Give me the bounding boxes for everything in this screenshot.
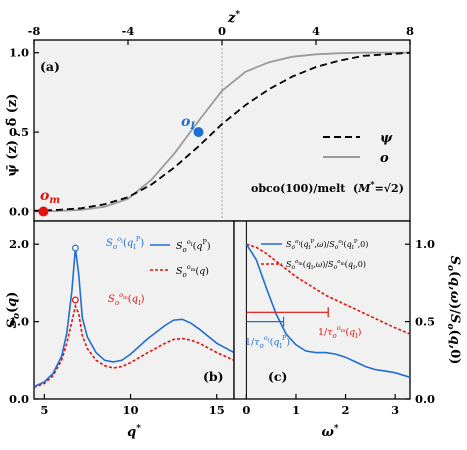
panel-a-legend: ψ o xyxy=(323,131,393,166)
tau-label-oI: 1/τooI(qIP) xyxy=(245,334,290,350)
y-tick-label: 0.0 xyxy=(9,204,29,218)
series-o-line xyxy=(33,51,410,213)
series-om-line xyxy=(33,303,235,389)
marker-point xyxy=(38,206,49,217)
legend-label-c-dotted: Soom(qI,ω)/Soom(qI,0) xyxy=(286,259,366,271)
top-tick-label: -4 xyxy=(122,24,135,38)
panel-c-background xyxy=(233,220,411,400)
panel-b-plot: 5 10 15 0.0 1.0 2.0 xyxy=(9,237,235,417)
x-tick-label: 0 xyxy=(242,403,250,417)
panel-c-legend: SooI(qIP,ω)/SooI(qIP,0) Soom(qI,ω)/Soom(… xyxy=(261,239,368,271)
series-oI-line xyxy=(33,248,235,388)
x-tick-label: 5 xyxy=(40,403,48,417)
peak-label-oI: SooI(qIP) xyxy=(106,235,144,251)
panel-a-annotation: obco(100)/melt (M*=√2) xyxy=(251,179,404,195)
marker-point xyxy=(193,127,204,138)
panel-b-xlabel: q* xyxy=(127,424,141,440)
peak-label-om: Soom(qI) xyxy=(108,291,145,307)
x-tick-label: 15 xyxy=(209,403,225,417)
series-psi-line xyxy=(33,51,411,212)
panel-c-xlabel: ω* xyxy=(321,424,338,440)
panel-c-plot: 0 1 2 3 0.0 0.5 1.0 xyxy=(242,221,435,417)
top-tick-label: 8 xyxy=(406,24,414,38)
legend-label-psi: ψ xyxy=(380,131,393,146)
tau-label-om: 1/τoom(qI) xyxy=(318,324,362,340)
series-c-oI-line xyxy=(245,243,411,379)
panel-a-ylabel: ψ̄ (z) , δ̃ (z) xyxy=(5,94,20,177)
panel-c-label: (c) xyxy=(268,369,287,384)
y-tick-label: 0.0 xyxy=(9,392,29,406)
panel-b: 5 10 15 0.0 1.0 2.0 (b) So(q) q* SooI(qP) Soo… xyxy=(5,220,235,440)
y-tick-label: 1.0 xyxy=(9,46,29,60)
series-c-om-line xyxy=(246,243,411,335)
x-tick-label: 3 xyxy=(391,403,399,417)
y-tick-label: 0.5 xyxy=(9,125,29,139)
y-tick-label: 0.0 xyxy=(415,392,435,406)
y-tick-label: 2.0 xyxy=(9,237,29,251)
legend-label-o: o xyxy=(380,151,389,166)
panel-a: -8 -4 0 4 8 0.0 0.5 1.0 (a) obco(100)/melt (M*=… xyxy=(5,10,414,222)
panel-c: 0 1 2 3 0.0 0.5 1.0 (c) So(q,ω)/So(q,0) ω* Soo… xyxy=(233,220,462,440)
top-axis-label: z* xyxy=(227,10,240,26)
panel-a-plot: -8 -4 0 4 8 0.0 0.5 1.0 xyxy=(9,24,414,221)
y-tick-label: 1.0 xyxy=(415,237,435,251)
peak-marker-om xyxy=(71,296,79,304)
y-tick-label: 1.0 xyxy=(9,315,29,329)
x-tick-label: 10 xyxy=(123,403,139,417)
x-tick-label: 2 xyxy=(342,403,350,417)
panel-c-ylabel: So(q,ω)/So(q,0) xyxy=(445,256,462,365)
y-tick-label: 0.5 xyxy=(415,315,435,329)
legend-label-b-solid: SooI(qP) xyxy=(176,238,211,254)
top-tick-label: -8 xyxy=(28,24,41,38)
panel-b-ylabel: So(q) xyxy=(5,292,22,329)
top-tick-label: 4 xyxy=(312,24,320,38)
panel-a-label: (a) xyxy=(40,59,60,74)
legend-label-c-solid: SooI(qIP,ω)/SooI(qIP,0) xyxy=(286,239,368,251)
panel-a-background xyxy=(33,39,411,222)
x-tick-label: 1 xyxy=(292,403,300,417)
peak-marker-oI xyxy=(71,244,79,252)
top-tick-label: 0 xyxy=(218,24,226,38)
panel-b-label: (b) xyxy=(203,369,224,384)
panel-b-background xyxy=(33,220,235,400)
